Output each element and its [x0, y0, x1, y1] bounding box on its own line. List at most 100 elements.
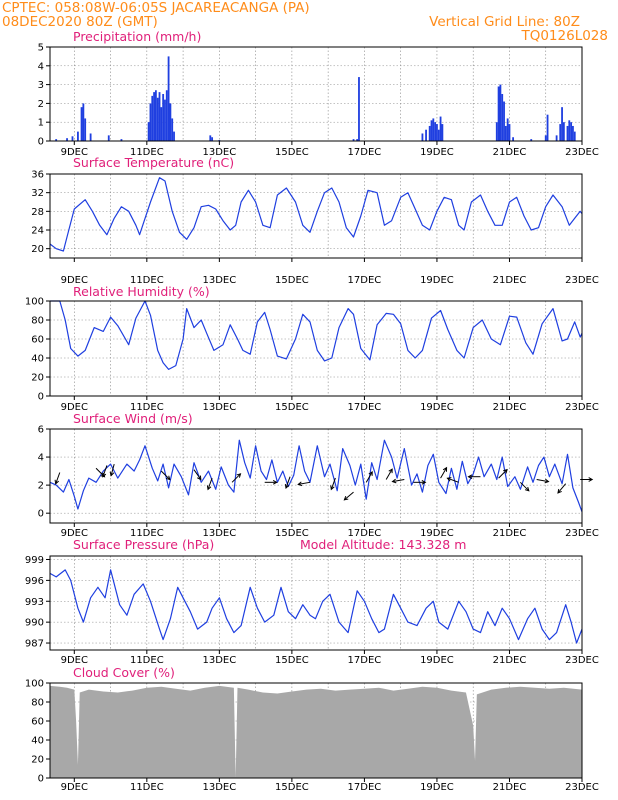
- precip-bar: [501, 94, 504, 141]
- precip-bar: [89, 133, 92, 141]
- wind-arrow-head: [388, 468, 393, 474]
- panel-title: Surface Wind (m/s): [73, 411, 193, 426]
- y-tick-label: 0: [38, 774, 44, 785]
- x-tick-label: 15DEC: [275, 147, 309, 158]
- series-line: [49, 439, 583, 513]
- precip-bar: [158, 92, 161, 141]
- x-tick-label: 23DEC: [565, 782, 599, 793]
- wind-arrow-head: [330, 485, 335, 491]
- precip-bar: [82, 103, 85, 141]
- x-tick-label: 17DEC: [348, 402, 382, 413]
- wind-arrow-head: [391, 478, 397, 484]
- x-tick-label: 11DEC: [130, 528, 164, 539]
- precip-bar: [436, 124, 438, 141]
- series-line: [50, 300, 583, 370]
- plot-frame: [49, 46, 583, 142]
- y-tick-label: 20: [31, 244, 44, 255]
- y-tick-label: 4: [38, 453, 44, 464]
- header-line1: CPTEC: 058:08W-06:05S JACAREACANGA (PA): [2, 0, 310, 16]
- wind-arrow: [330, 477, 336, 490]
- wind-arrow-head: [109, 471, 115, 477]
- wind-arrow-head: [236, 473, 242, 478]
- wind-arrow: [365, 471, 373, 483]
- wind-arrow-head: [588, 477, 594, 482]
- wind-arrow-head: [206, 485, 212, 491]
- precip-bar: [147, 122, 150, 141]
- x-tick-label: 9DEC: [61, 275, 88, 286]
- x-tick-label: 21DEC: [493, 402, 527, 413]
- precip-bar: [352, 139, 355, 141]
- precip-bar: [434, 122, 437, 141]
- x-tick-label: 19DEC: [420, 655, 454, 666]
- y-tick-label: 40: [31, 736, 44, 747]
- y-tick-label: 987: [25, 639, 44, 650]
- x-tick-label: 23DEC: [565, 655, 599, 666]
- precip-bar: [497, 86, 500, 141]
- series-line: [49, 569, 583, 644]
- x-tick-label: 17DEC: [348, 655, 382, 666]
- x-tick-label: 23DEC: [565, 402, 599, 413]
- wind-arrow: [392, 479, 405, 483]
- y-tick-label: 24: [31, 226, 44, 237]
- precip-bar: [432, 118, 435, 141]
- series-line: [49, 177, 583, 252]
- x-tick-label: 17DEC: [348, 782, 382, 793]
- x-tick-label: 23DEC: [565, 147, 599, 158]
- precip-bar: [570, 122, 573, 141]
- precip-bar: [572, 125, 574, 141]
- precip-bar: [573, 131, 576, 141]
- precip-bar: [160, 107, 163, 141]
- precip-bar: [530, 139, 533, 141]
- precip-bar: [55, 139, 58, 141]
- wind-arrow-head: [284, 483, 290, 489]
- wind-arrow: [498, 469, 508, 479]
- wind-arrow: [519, 481, 530, 492]
- wind-arrow: [102, 465, 108, 477]
- plot-frame: [49, 173, 583, 259]
- x-tick-label: 9DEC: [61, 782, 88, 793]
- wind-arrow: [160, 470, 171, 480]
- precip-bar: [84, 118, 87, 141]
- precip-bar: [107, 135, 110, 141]
- precip-bar: [165, 90, 168, 141]
- y-tick-label: 32: [31, 188, 44, 199]
- wind-arrow: [557, 483, 567, 494]
- precip-bar: [568, 120, 571, 141]
- x-tick-label: 9DEC: [61, 655, 88, 666]
- precip-bar: [562, 122, 565, 141]
- precip-bar: [504, 125, 507, 141]
- y-tick-label: 5: [38, 43, 44, 54]
- wind-arrow-head: [442, 466, 448, 472]
- wind-arrow: [207, 477, 213, 490]
- wind-arrow: [231, 473, 241, 483]
- precip-bar: [162, 94, 165, 141]
- wind-arrow-head: [297, 481, 303, 487]
- precip-bar: [209, 135, 212, 141]
- wind-arrow-head: [524, 486, 530, 492]
- y-tick-label: 80: [31, 698, 44, 709]
- header-code: TQ0126L028: [521, 28, 608, 44]
- wind-arrow-head: [197, 475, 202, 481]
- wind-arrow-head: [446, 477, 452, 482]
- plot-frame: [49, 428, 583, 524]
- cloud-cover-area: [50, 685, 582, 778]
- x-tick-label: 11DEC: [130, 147, 164, 158]
- precip-bar: [167, 56, 170, 141]
- x-tick-label: 19DEC: [420, 275, 454, 286]
- precip-bar: [77, 131, 79, 141]
- precip-bar: [437, 129, 440, 141]
- wind-arrow-head: [165, 475, 171, 481]
- wind-arrow-head: [368, 471, 373, 476]
- x-tick-label: 17DEC: [348, 147, 382, 158]
- y-tick-label: 0: [38, 392, 44, 403]
- x-tick-label: 21DEC: [493, 147, 527, 158]
- precip-bar: [149, 103, 152, 141]
- precip-bar: [153, 92, 155, 141]
- y-tick-label: 1: [38, 118, 44, 129]
- y-tick-label: 0: [38, 509, 44, 520]
- y-tick-label: 6: [38, 425, 44, 436]
- wind-arrow-head: [54, 479, 60, 485]
- precip-bar: [428, 125, 431, 141]
- precip-bar: [169, 103, 172, 141]
